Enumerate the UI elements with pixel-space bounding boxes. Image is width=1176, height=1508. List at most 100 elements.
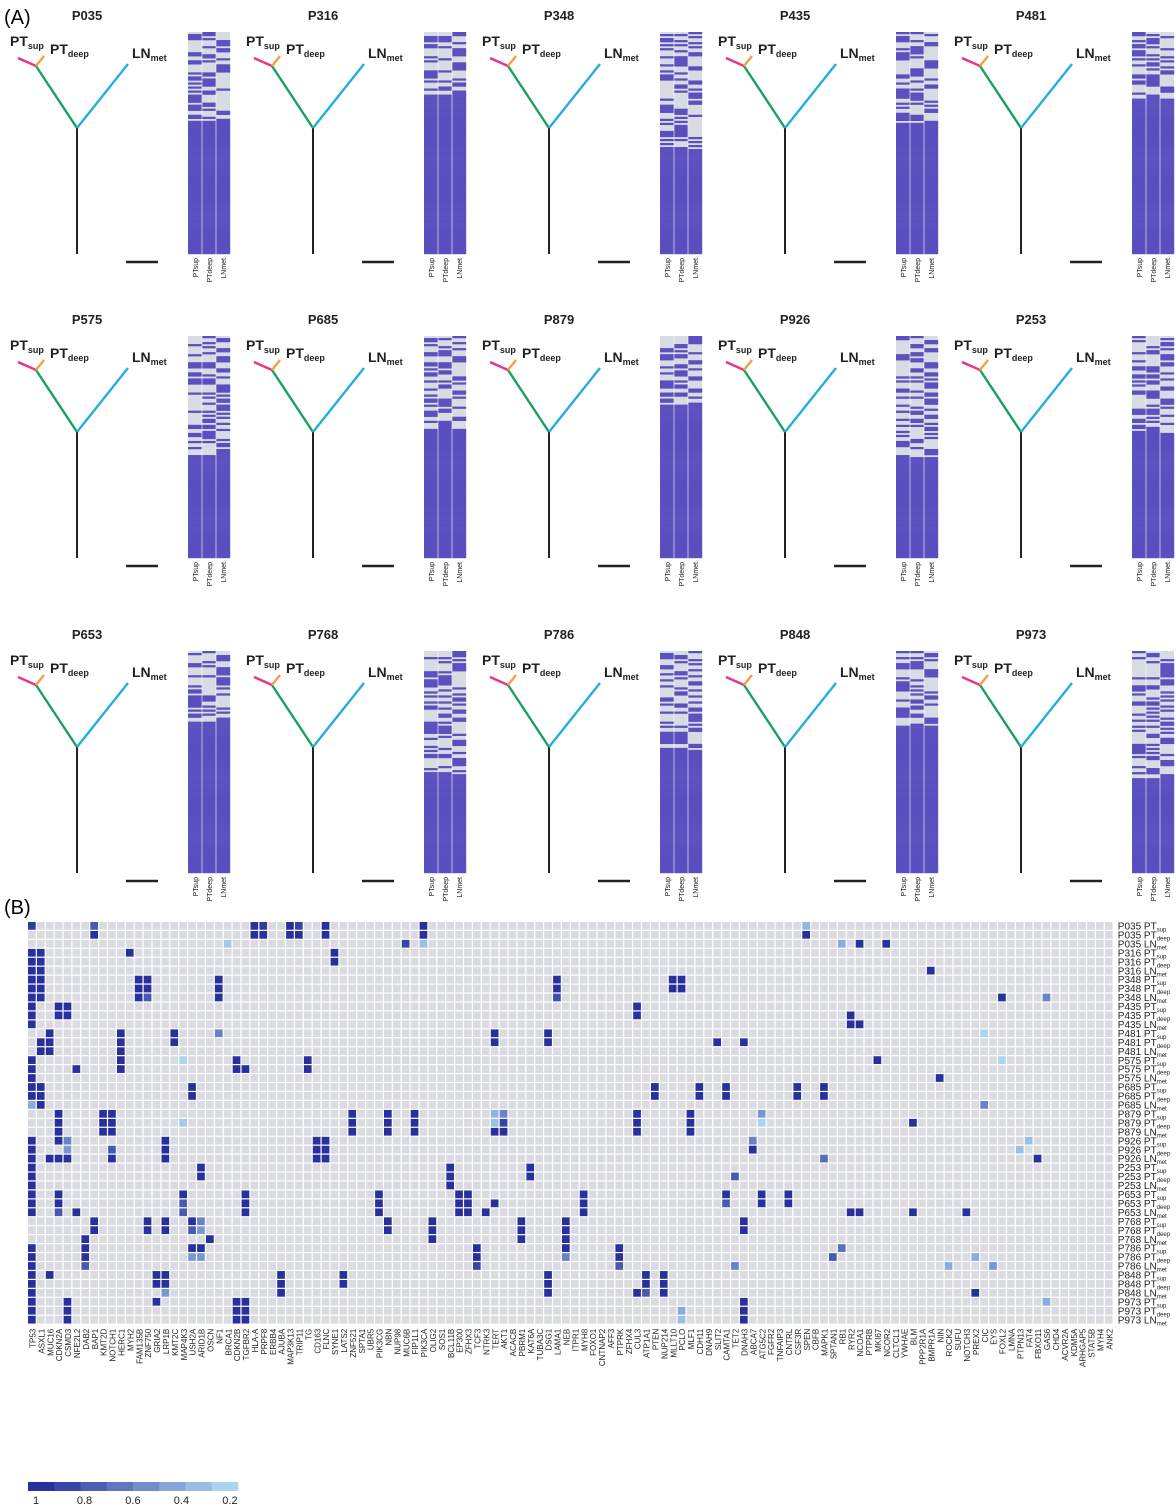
matrix-cell bbox=[1146, 465, 1161, 468]
heatmap-cell bbox=[303, 966, 312, 975]
matrix-cell bbox=[924, 378, 939, 381]
heatmap-cell bbox=[214, 957, 223, 966]
matrix-cell bbox=[188, 721, 203, 724]
heatmap-cell bbox=[1096, 948, 1104, 957]
matrix-cell bbox=[452, 459, 467, 462]
matrix-cell bbox=[188, 495, 203, 498]
heatmap-cell bbox=[1060, 975, 1069, 984]
matrix-cell bbox=[452, 774, 467, 777]
matrix-cell bbox=[188, 772, 203, 775]
matrix-cell bbox=[674, 366, 689, 369]
heatmap-cell bbox=[384, 939, 392, 948]
matrix-cell bbox=[1146, 868, 1161, 872]
heatmap-cell bbox=[606, 939, 615, 948]
matrix-cell bbox=[1132, 444, 1147, 448]
matrix-cell bbox=[452, 541, 467, 545]
matrix-cell bbox=[660, 848, 675, 851]
matrix-cell bbox=[1160, 169, 1175, 172]
matrix-cell bbox=[1146, 796, 1161, 799]
matrix-cell bbox=[674, 479, 689, 482]
matrix-cell bbox=[924, 138, 939, 142]
matrix-cell bbox=[660, 766, 675, 769]
matrix-cell bbox=[452, 812, 467, 815]
matrix-cell bbox=[1132, 191, 1147, 194]
heatmap-cell bbox=[900, 930, 908, 939]
matrix-cell bbox=[452, 697, 467, 700]
matrix-cell bbox=[452, 699, 467, 702]
matrix-cell bbox=[688, 336, 703, 339]
heatmap-cell bbox=[437, 939, 446, 948]
matrix-cell bbox=[1146, 547, 1161, 551]
matrix-cell bbox=[660, 776, 675, 779]
matrix-cell bbox=[216, 673, 231, 676]
label-pt-sup: PTsup bbox=[718, 652, 752, 670]
matrix-cell bbox=[216, 770, 231, 773]
matrix-cell bbox=[910, 860, 925, 864]
matrix-cell bbox=[202, 201, 217, 204]
matrix-cell bbox=[202, 850, 217, 854]
matrix-cell bbox=[216, 185, 231, 188]
heatmap-cell bbox=[811, 930, 819, 939]
matrix-cell bbox=[202, 165, 217, 168]
heatmap-cell bbox=[855, 948, 864, 957]
matrix-cell bbox=[688, 157, 703, 160]
matrix-cell bbox=[202, 808, 217, 811]
matrix-cell bbox=[438, 802, 453, 805]
matrix-cell bbox=[202, 145, 217, 148]
matrix-cell bbox=[688, 776, 703, 779]
heatmap-cell bbox=[295, 939, 303, 948]
matrix-cell bbox=[202, 128, 217, 132]
heatmap-cell bbox=[588, 975, 597, 984]
matrix-cell bbox=[1160, 406, 1175, 409]
heatmap-cell bbox=[624, 930, 632, 939]
matrix-cell bbox=[1132, 840, 1147, 843]
matrix-cell bbox=[1160, 705, 1175, 708]
matrix-cell bbox=[452, 239, 467, 243]
matrix-cell bbox=[688, 842, 703, 845]
matrix-cell bbox=[424, 134, 439, 138]
matrix-cell bbox=[452, 868, 467, 872]
matrix-cell bbox=[1132, 689, 1147, 692]
matrix-cell bbox=[910, 828, 925, 831]
heatmap-cell bbox=[606, 948, 615, 957]
matrix-cell bbox=[924, 838, 939, 841]
matrix-cell bbox=[688, 149, 703, 152]
matrix-cell bbox=[424, 161, 439, 164]
matrix-cell bbox=[216, 147, 231, 150]
heatmap-cell bbox=[455, 975, 463, 984]
matrix-cell bbox=[688, 757, 703, 761]
matrix-cell bbox=[1160, 217, 1175, 220]
matrix-cell bbox=[216, 768, 231, 771]
heatmap-cell bbox=[944, 966, 953, 975]
matrix-cell bbox=[1146, 475, 1161, 478]
matrix-cell bbox=[896, 237, 911, 241]
matrix-cell bbox=[688, 862, 703, 866]
matrix-cell bbox=[452, 475, 467, 478]
heatmap-cell-mutated bbox=[36, 966, 45, 975]
matrix-cell bbox=[424, 828, 439, 831]
matrix-cell bbox=[910, 549, 925, 553]
mutation-matrix: PTsup PTdeep LNmet bbox=[424, 32, 467, 283]
heatmap-cell bbox=[437, 948, 446, 957]
heatmap-cell bbox=[659, 922, 668, 930]
matrix-cell bbox=[1132, 221, 1147, 224]
matrix-cell bbox=[452, 432, 467, 436]
matrix-cell bbox=[924, 173, 939, 176]
heatmap-cell bbox=[143, 948, 152, 957]
matrix-cell bbox=[1160, 207, 1175, 210]
matrix-cell bbox=[688, 804, 703, 807]
matrix-cell bbox=[896, 130, 911, 134]
matrix-cell bbox=[688, 836, 703, 839]
matrix-cell bbox=[688, 790, 703, 793]
heatmap-cell bbox=[793, 939, 802, 948]
heatmap-cell bbox=[882, 957, 891, 966]
heatmap-cell bbox=[125, 930, 134, 939]
matrix-cell bbox=[1146, 235, 1161, 239]
heatmap-cell-mutated bbox=[802, 922, 810, 930]
matrix-cell bbox=[452, 118, 467, 121]
matrix-cell bbox=[910, 862, 925, 866]
matrix-cell bbox=[924, 215, 939, 218]
matrix-cell bbox=[216, 64, 231, 67]
heatmap-cell bbox=[384, 948, 392, 957]
heatmap-cell bbox=[446, 984, 454, 993]
